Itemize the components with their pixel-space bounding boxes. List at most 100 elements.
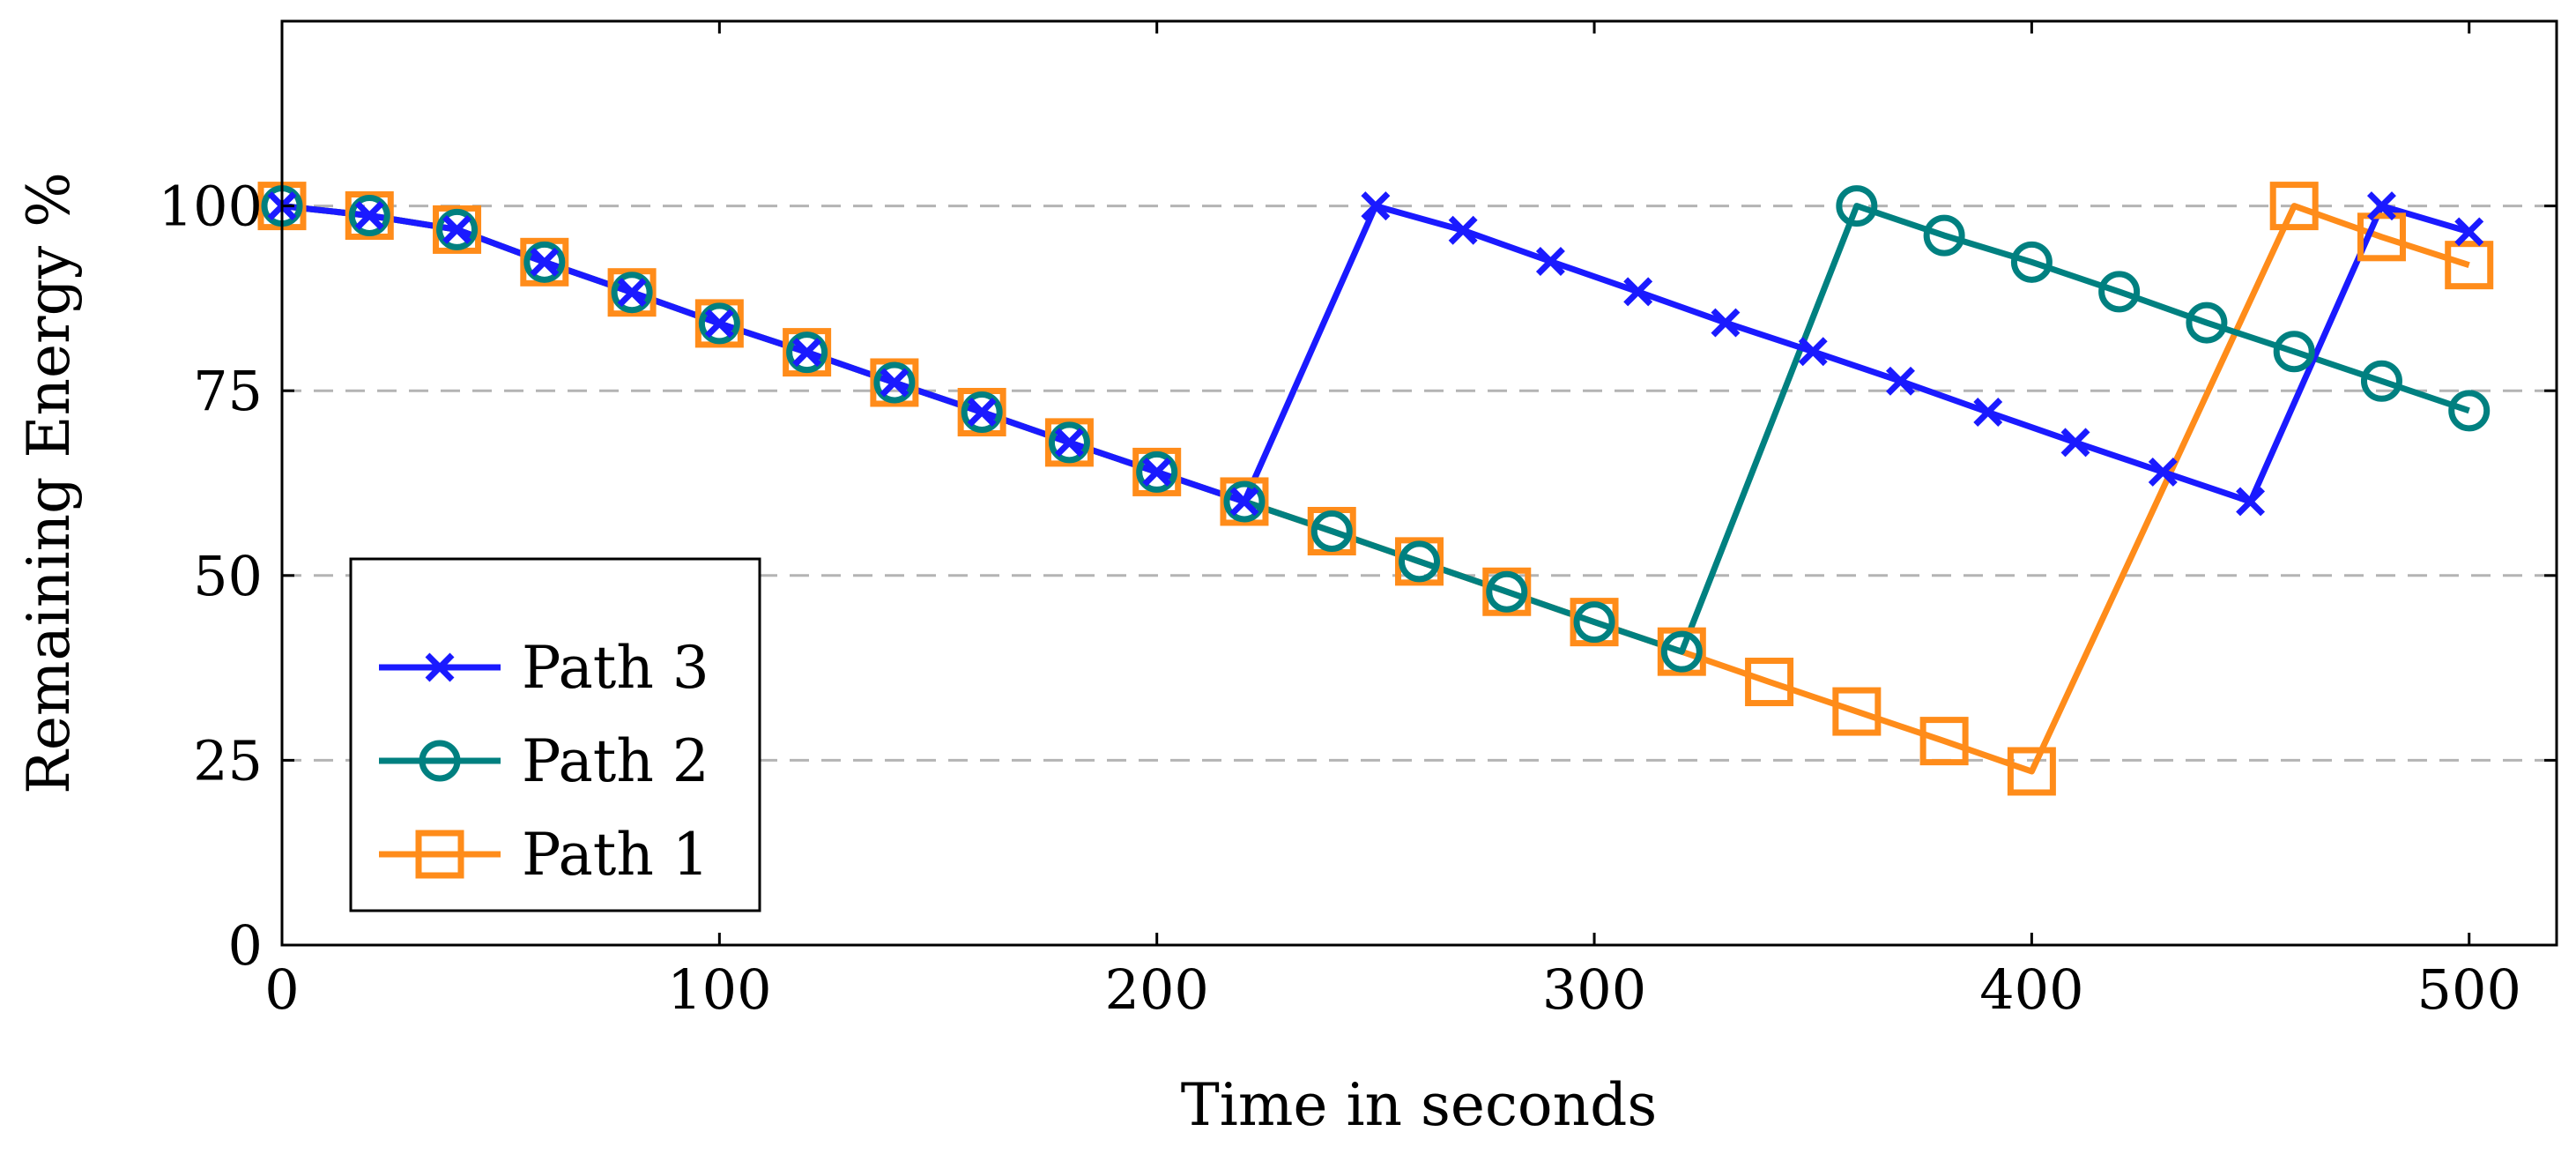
data-point-path-3 — [530, 247, 560, 277]
legend-label: Path 2 — [522, 727, 709, 795]
data-point-path-1 — [1570, 598, 1619, 647]
data-point-path-1 — [345, 190, 394, 240]
data-point-path-2 — [1399, 540, 1440, 583]
data-point-path-2 — [2098, 271, 2141, 313]
plot-frame — [280, 19, 2558, 947]
data-point-path-3 — [1886, 366, 1915, 396]
data-point-path-1 — [1657, 627, 1706, 676]
data-point-path-3 — [1973, 398, 2003, 427]
data-point-path-1 — [2445, 241, 2494, 290]
axis-ticks: 0 25 50 75 100 0 100 200 300 400 500 — [159, 21, 2557, 1022]
x-tick-label: 0 — [264, 957, 299, 1022]
data-point-path-2 — [1836, 185, 1878, 227]
data-point-path-3 — [792, 338, 822, 368]
data-point-path-3 — [1623, 277, 1653, 307]
legend-entry-path-2: Path 2 — [379, 727, 709, 795]
legend-swatch-marker — [425, 652, 455, 682]
data-point-path-1 — [607, 268, 657, 317]
data-point-path-2 — [961, 391, 1003, 434]
y-tick-label: 100 — [159, 175, 263, 239]
data-point-path-3 — [617, 278, 647, 308]
y-tick-label: 25 — [193, 728, 263, 793]
data-point-path-1 — [1132, 447, 1182, 496]
data-point-path-2 — [1660, 630, 1703, 673]
data-point-path-2 — [611, 272, 653, 314]
data-point-path-2 — [1573, 601, 1615, 644]
data-point-path-1 — [870, 358, 919, 407]
x-tick-label: 500 — [2417, 957, 2521, 1022]
legend-swatch-marker — [415, 830, 464, 879]
data-point-path-3 — [1448, 215, 1478, 245]
data-point-path-2 — [1136, 450, 1178, 493]
data-point-path-3 — [967, 398, 997, 427]
data-point-path-2 — [348, 194, 390, 236]
data-point-path-2 — [2273, 331, 2315, 373]
y-tick-label: 50 — [193, 544, 263, 608]
y-axis-title: Remaining Energy % — [15, 172, 83, 794]
data-point-path-3 — [354, 201, 384, 230]
data-point-path-3 — [1711, 308, 1741, 338]
data-point-path-1 — [1044, 418, 1094, 467]
data-point-path-2 — [786, 331, 828, 374]
series-line-path-3 — [281, 203, 2470, 505]
data-point-path-3 — [1229, 487, 1259, 517]
series-markers — [257, 182, 2494, 796]
data-point-path-2 — [2186, 302, 2228, 344]
data-point-path-3 — [1142, 457, 1172, 487]
data-point-path-3 — [2148, 457, 2178, 487]
data-point-path-3 — [880, 368, 909, 398]
data-point-path-2 — [873, 361, 916, 404]
data-point-path-1 — [694, 299, 744, 348]
data-point-path-3 — [442, 214, 472, 244]
data-point-path-2 — [1486, 570, 1528, 613]
data-point-path-1 — [1220, 477, 1269, 526]
legend-entry-path-1: Path 1 — [379, 821, 709, 889]
data-point-path-2 — [2448, 390, 2491, 432]
data-point-path-3 — [1798, 337, 1828, 367]
data-point-path-1 — [1919, 717, 1969, 766]
data-point-path-1 — [1395, 537, 1444, 586]
data-point-path-3 — [2060, 428, 2090, 458]
data-point-path-3 — [1054, 428, 1084, 458]
legend-label: Path 1 — [522, 821, 709, 889]
data-point-path-3 — [704, 309, 734, 339]
data-point-path-2 — [1923, 214, 1965, 257]
data-point-path-1 — [1482, 567, 1532, 616]
data-point-path-2 — [1310, 510, 1353, 552]
data-point-path-2 — [1048, 421, 1090, 464]
data-point-path-1 — [2357, 212, 2406, 262]
legend-entries: Path 3 Path 2 Path 1 — [379, 634, 709, 889]
data-point-path-1 — [433, 205, 482, 254]
data-point-path-2 — [1223, 480, 1266, 523]
data-point-path-1 — [1307, 506, 1356, 555]
data-point-path-2 — [2010, 241, 2053, 283]
data-point-path-2 — [436, 208, 479, 250]
data-point-path-3 — [2454, 217, 2484, 247]
data-point-path-1 — [520, 237, 569, 287]
legend-label: Path 3 — [522, 634, 709, 702]
data-point-path-1 — [2007, 747, 2056, 796]
data-point-path-3 — [2236, 487, 2266, 517]
data-point-path-1 — [1832, 687, 1882, 736]
legend-entry-path-3: Path 3 — [379, 634, 709, 702]
legend: Path 3 Path 2 Path 1 — [349, 557, 761, 912]
data-point-path-2 — [698, 302, 740, 345]
data-point-path-2 — [2360, 360, 2402, 402]
x-axis-title: Time in seconds — [1181, 1071, 1658, 1139]
x-tick-label: 200 — [1105, 957, 1209, 1022]
x-tick-label: 300 — [1542, 957, 1646, 1022]
legend-swatch-marker — [419, 740, 461, 782]
data-point-path-1 — [1745, 658, 1794, 707]
data-point-path-1 — [2269, 182, 2319, 231]
data-point-path-3 — [1535, 247, 1565, 276]
y-tick-label: 75 — [193, 359, 263, 423]
y-tick-label: 0 — [228, 913, 263, 978]
x-tick-label: 100 — [667, 957, 771, 1022]
x-tick-label: 400 — [1979, 957, 2083, 1022]
data-point-path-2 — [523, 241, 566, 283]
data-point-path-1 — [783, 328, 832, 377]
data-point-path-3 — [2366, 191, 2396, 221]
data-point-path-1 — [957, 388, 1006, 437]
